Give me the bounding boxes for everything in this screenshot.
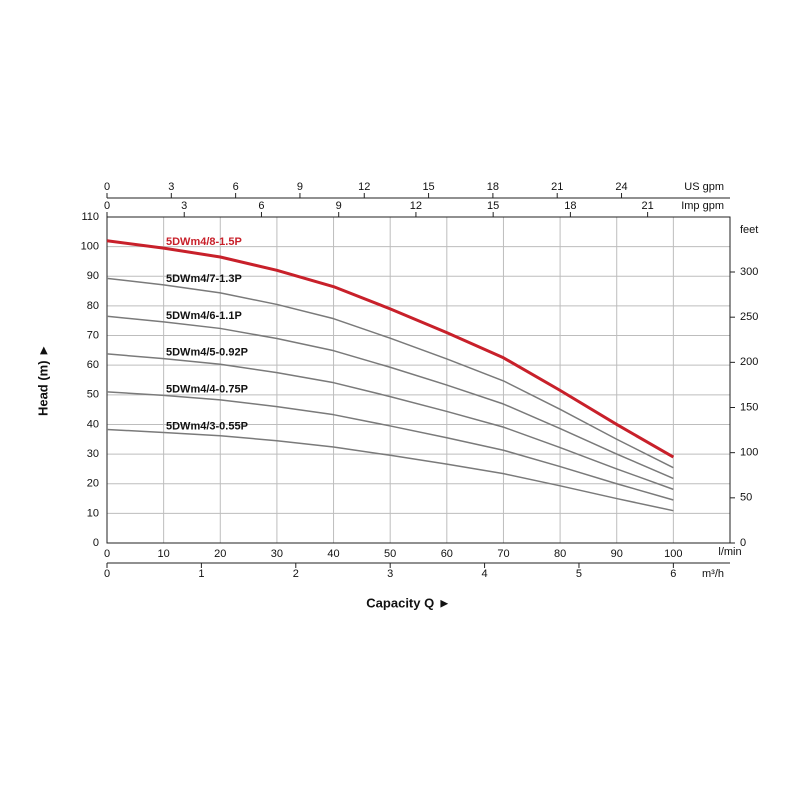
plot-border: [106, 216, 731, 544]
x-tick-label: 80: [554, 548, 566, 560]
x-tick-label: 21: [551, 181, 563, 193]
y-tick-label: 110: [81, 211, 99, 223]
x-tick-label: 3: [168, 181, 174, 193]
x-tick-label: 12: [358, 181, 370, 193]
y2-tick-label: 300: [740, 266, 758, 278]
curve: [106, 315, 674, 480]
y2-tick-label: 150: [740, 401, 758, 413]
curve: [106, 277, 674, 469]
y2-tick-label: 0: [740, 537, 746, 549]
y-tick-label: 80: [87, 300, 99, 312]
x-tick-label: 3: [181, 200, 187, 212]
y-tick-label: 50: [87, 389, 99, 401]
x-tick-label: 0: [104, 200, 110, 212]
x-tick-label: 21: [641, 200, 653, 212]
x-tick-label: 10: [158, 548, 170, 560]
x-tick-label: 15: [422, 181, 434, 193]
curve: [106, 239, 675, 459]
x-tick-label: 18: [564, 200, 576, 212]
x-tick-label: 24: [615, 181, 627, 193]
x-unit: l/min: [718, 546, 741, 558]
x-tick-label: 0: [104, 548, 110, 560]
y-tick-label: 70: [87, 329, 99, 341]
x-tick-label: 20: [214, 548, 226, 560]
x-tick-label: 6: [258, 200, 264, 212]
x-tick-label: 0: [104, 181, 110, 193]
x-tick-label: 18: [487, 181, 499, 193]
x-tick-label: 2: [293, 568, 299, 580]
y2-tick-label: 200: [740, 356, 758, 368]
x-unit: m³/h: [702, 568, 724, 580]
curve-label: 5DWm4/3-0.55P: [166, 420, 248, 432]
x-tick-label: 50: [384, 548, 396, 560]
curve-label: 5DWm4/8-1.5P: [166, 236, 242, 248]
x-tick-label: 40: [327, 548, 339, 560]
y2-tick-label: 250: [740, 311, 758, 323]
x-tick-label: 9: [336, 200, 342, 212]
y-tick-label: 20: [87, 478, 99, 490]
y-tick-label: 10: [87, 507, 99, 519]
y-tick-label: 30: [87, 448, 99, 460]
y-axis-title: Head (m) ►: [35, 344, 50, 416]
y-tick-label: 100: [81, 241, 99, 253]
y-tick-label: 90: [87, 270, 99, 282]
x-tick-label: 15: [487, 200, 499, 212]
x-tick-label: 70: [497, 548, 509, 560]
y-tick-label: 60: [87, 359, 99, 371]
curve: [106, 428, 674, 512]
x-unit: US gpm: [684, 181, 724, 193]
curve: [106, 353, 674, 491]
x-tick-label: 1: [198, 568, 204, 580]
x-tick-label: 12: [410, 200, 422, 212]
x-tick-label: 5: [576, 568, 582, 580]
curve-label: 5DWm4/4-0.75P: [166, 383, 248, 395]
x-tick-label: 0: [104, 568, 110, 580]
x-unit: Imp gpm: [681, 200, 724, 212]
x-tick-label: 60: [441, 548, 453, 560]
y2-unit: feet: [740, 224, 758, 236]
x-tick-label: 30: [271, 548, 283, 560]
curve: [106, 391, 674, 501]
y-tick-label: 40: [87, 418, 99, 430]
x-tick-label: 6: [670, 568, 676, 580]
x-tick-label: 90: [611, 548, 623, 560]
y2-tick-label: 50: [740, 492, 752, 504]
x-tick-label: 4: [482, 568, 488, 580]
y2-tick-label: 100: [740, 447, 758, 459]
curve-label: 5DWm4/5-0.92P: [166, 347, 248, 359]
curve-label: 5DWm4/6-1.1P: [166, 310, 242, 322]
x-tick-label: 100: [664, 548, 682, 560]
y-tick-label: 0: [93, 537, 99, 549]
curve-label: 5DWm4/7-1.3P: [166, 273, 242, 285]
x-tick-label: 3: [387, 568, 393, 580]
x-tick-label: 6: [233, 181, 239, 193]
x-axis-title: Capacity Q ►: [366, 595, 450, 610]
x-tick-label: 9: [297, 181, 303, 193]
